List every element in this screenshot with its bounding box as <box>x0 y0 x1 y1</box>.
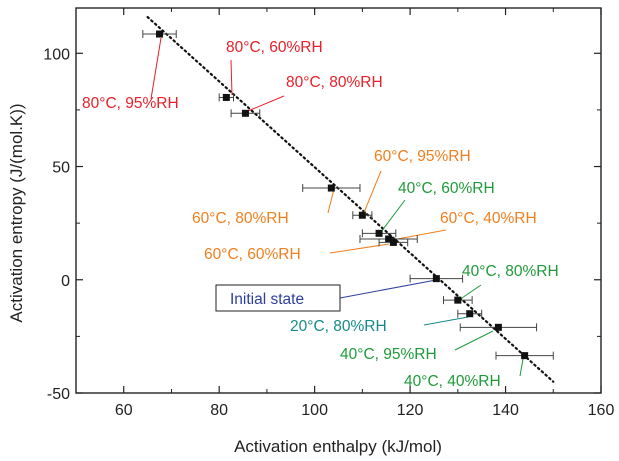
annotation-label: 40°C, 60%RH <box>398 180 495 197</box>
annotation-labels: 80°C, 60%RH 80°C, 80%RH 80°C, 95%RH 60°C, 9… <box>82 39 559 390</box>
annotation-leader <box>329 243 390 254</box>
annotation-label: 60°C, 40%RH <box>440 210 537 227</box>
data-point <box>454 296 462 304</box>
plot-area-border <box>75 7 602 394</box>
data-point <box>521 352 529 360</box>
x-axis-title: Activation enthalpy (kJ/mol) <box>234 437 442 456</box>
annotation-label: 40°C, 95%RH <box>340 346 437 363</box>
annotation-label: 80°C, 95%RH <box>82 95 179 112</box>
x-tick-label: 80 <box>210 402 228 419</box>
annotation-leader <box>247 95 285 112</box>
axis-ticks: 60 80 100 120 140 160 -50 0 50 100 <box>43 8 614 419</box>
data-points <box>142 30 554 360</box>
data-point <box>241 109 249 117</box>
annotation-label: 20°C, 80%RH <box>290 318 387 335</box>
annotation-leader <box>150 37 162 100</box>
annotation-leader <box>423 316 469 326</box>
data-point <box>432 275 440 283</box>
data-point <box>375 229 383 237</box>
x-tick-label: 160 <box>588 402 615 419</box>
plot-frame <box>75 7 602 394</box>
data-point <box>358 211 366 219</box>
data-point <box>466 310 474 318</box>
annotation-leader <box>362 170 382 216</box>
data-point <box>385 235 393 243</box>
annotation-label: 40°C, 80%RH <box>462 263 559 280</box>
trendline <box>146 15 555 383</box>
y-tick-label: 0 <box>61 273 70 290</box>
y-tick-label: -50 <box>47 386 70 403</box>
annotation-leaders <box>150 37 524 377</box>
annotation-leader <box>454 330 494 351</box>
annotation-leader <box>519 358 524 377</box>
y-tick-label: 100 <box>43 46 70 63</box>
annotation-label: 80°C, 60%RH <box>226 39 323 56</box>
annotation-leader <box>391 229 447 241</box>
annotation-leader <box>327 188 335 214</box>
x-tick-label: 120 <box>397 402 424 419</box>
annotation-leader <box>339 279 437 299</box>
x-tick-label: 100 <box>301 402 328 419</box>
data-point <box>494 323 502 331</box>
data-point <box>327 184 335 192</box>
annotation-leader <box>380 199 406 233</box>
annotation-leader <box>230 59 233 96</box>
y-axis-title: Activation entropy (J/(mol.K)) <box>7 103 26 322</box>
data-point <box>156 30 164 38</box>
annotation-leader <box>458 284 482 301</box>
trendline-layer <box>146 15 555 383</box>
x-tick-label: 140 <box>492 402 519 419</box>
annotation-label: 80°C, 80%RH <box>286 74 383 91</box>
initial-state-box <box>215 284 341 312</box>
x-tick-label: 60 <box>115 402 133 419</box>
annotation-label: 60°C, 95%RH <box>374 148 471 165</box>
data-point <box>222 93 230 101</box>
annotation-label: 40°C, 40%RH <box>404 373 501 390</box>
data-point <box>389 238 397 246</box>
annotation-label: Initial state <box>230 291 304 308</box>
annotation-label: 60°C, 80%RH <box>192 210 289 227</box>
y-tick-label: 50 <box>52 160 70 177</box>
annotation-label: 60°C, 60%RH <box>204 246 301 263</box>
